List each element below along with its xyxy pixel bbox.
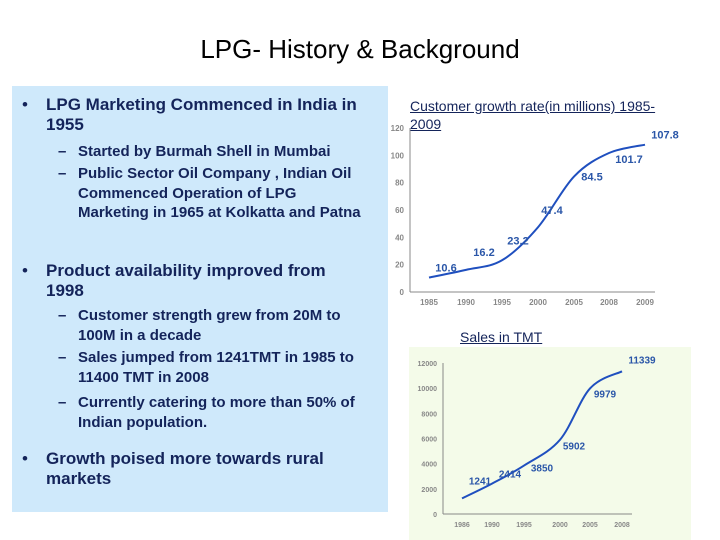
y-tick-label: 2000 — [421, 487, 437, 494]
data-label: 2414 — [499, 470, 522, 481]
x-tick-label: 1985 — [420, 298, 438, 307]
y-tick-label: 40 — [395, 233, 404, 242]
data-label: 107.8 — [651, 130, 679, 142]
data-label: 101.7 — [615, 154, 643, 166]
customer-chart-title: Customer growth rate(in millions) 1985-2… — [410, 98, 656, 132]
sales-chart-title: Sales in TMT — [460, 329, 543, 345]
x-tick-label: 2005 — [582, 522, 598, 529]
y-tick-label: 0 — [433, 512, 437, 519]
sub-bullet-text: Customer strength grew from 20M to 100M … — [78, 307, 341, 344]
y-tick-label: 80 — [395, 179, 404, 188]
sub-bullet-dash: – — [58, 394, 67, 411]
x-tick-label: 2000 — [529, 298, 547, 307]
y-tick-label: 10000 — [418, 386, 438, 393]
x-tick-label: 2000 — [552, 522, 568, 529]
data-label: 9979 — [594, 389, 617, 400]
x-tick-label: 2008 — [600, 298, 618, 307]
data-label: 3850 — [531, 464, 554, 475]
data-label: 23.2 — [507, 235, 528, 247]
x-tick-label: 1990 — [484, 522, 500, 529]
bullet-text-box — [12, 86, 388, 512]
bullet-dot: • — [22, 95, 28, 114]
y-tick-label: 100 — [391, 151, 405, 160]
y-tick-label: 60 — [395, 206, 404, 215]
bullet-text: Product availability improved from 1998 — [46, 261, 326, 300]
data-label: 84.5 — [581, 172, 602, 184]
y-tick-label: 20 — [395, 261, 404, 270]
x-tick-label: 1990 — [457, 298, 475, 307]
bullet-dot: • — [22, 261, 28, 280]
y-tick-label: 0 — [400, 288, 405, 297]
bullet-text: LPG Marketing Commenced in India in 1955 — [46, 95, 357, 134]
data-label: 11339 — [628, 355, 656, 366]
series-line — [461, 370, 623, 500]
y-tick-label: 4000 — [421, 462, 437, 469]
sub-bullet-dash: – — [58, 349, 67, 366]
sub-bullet-text: Started by Burmah Shell in Mumbai — [78, 143, 331, 160]
data-label: 47.4 — [541, 205, 563, 217]
bullet-text: Growth poised more towards rural markets — [46, 449, 324, 488]
x-tick-label: 2005 — [565, 298, 583, 307]
x-tick-label: 2008 — [614, 522, 630, 529]
sub-bullet-text: Public Sector Oil Company , Indian Oil C… — [78, 165, 361, 221]
data-label: 5902 — [563, 442, 586, 453]
x-tick-label: 1995 — [516, 522, 532, 529]
y-tick-label: 8000 — [421, 411, 437, 418]
y-tick-label: 12000 — [418, 361, 438, 368]
x-tick-label: 2009 — [636, 298, 654, 307]
data-label: 10.6 — [435, 263, 456, 275]
bullet-dot: • — [22, 449, 28, 468]
x-tick-label: 1986 — [454, 522, 470, 529]
y-tick-label: 120 — [391, 124, 405, 133]
data-label: 16.2 — [473, 247, 494, 259]
sub-bullet-text: Currently catering to more than 50% of I… — [78, 394, 355, 431]
data-label: 1241 — [469, 476, 492, 487]
slide-title: LPG- History & Background — [200, 34, 520, 64]
series-line — [428, 143, 646, 279]
sales-chart-background — [409, 347, 691, 540]
sub-bullet-text: Sales jumped from 1241TMT in 1985 to 114… — [78, 349, 354, 386]
sub-bullet-dash: – — [58, 165, 67, 182]
y-tick-label: 6000 — [421, 437, 437, 444]
x-tick-label: 1995 — [493, 298, 511, 307]
sub-bullet-dash: – — [58, 143, 67, 160]
sub-bullet-dash: – — [58, 307, 67, 324]
